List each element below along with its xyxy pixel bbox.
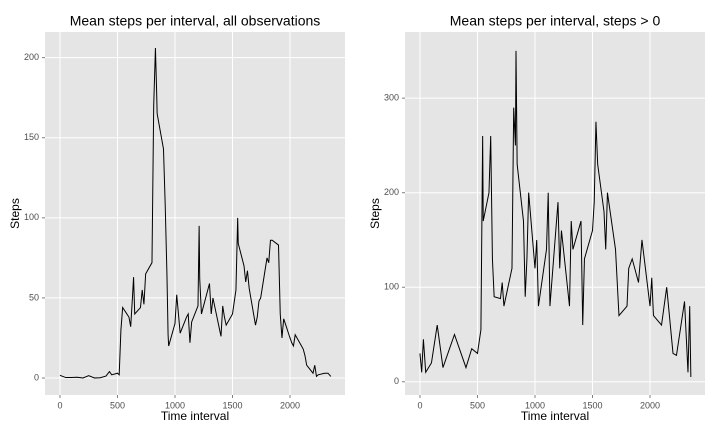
y-axis-label: Steps xyxy=(8,198,22,229)
y-tick-label: 100 xyxy=(384,282,399,292)
plot-panel xyxy=(405,32,705,395)
x-axis-label: Time interval xyxy=(161,409,229,423)
x-tick-label: 1500 xyxy=(582,400,602,410)
chart-title: Mean steps per interval, all observation… xyxy=(70,13,321,29)
x-tick-label: 1500 xyxy=(222,400,242,410)
y-tick-label: 150 xyxy=(24,132,39,142)
x-tick-label: 1000 xyxy=(525,400,545,410)
x-axis-label: Time interval xyxy=(521,409,589,423)
y-tick-label: 50 xyxy=(29,292,39,302)
y-tick-label: 200 xyxy=(384,187,399,197)
x-tick-label: 2000 xyxy=(280,400,300,410)
chart-title: Mean steps per interval, steps > 0 xyxy=(450,13,661,29)
x-tick-label: 500 xyxy=(470,400,485,410)
data-line xyxy=(419,50,692,378)
y-tick-label: 0 xyxy=(394,376,399,386)
plot-panel xyxy=(45,32,345,395)
y-tick-label: 100 xyxy=(24,212,39,222)
x-tick-label: 500 xyxy=(110,400,125,410)
data-line xyxy=(59,48,332,379)
x-tick-label: 0 xyxy=(417,400,422,410)
y-tick-label: 0 xyxy=(34,372,39,382)
x-tick-label: 1000 xyxy=(165,400,185,410)
x-tick-label: 0 xyxy=(57,400,62,410)
x-tick-label: 2000 xyxy=(640,400,660,410)
y-tick-label: 300 xyxy=(384,93,399,103)
y-tick-label: 200 xyxy=(24,52,39,62)
y-axis-label: Steps xyxy=(368,198,382,229)
